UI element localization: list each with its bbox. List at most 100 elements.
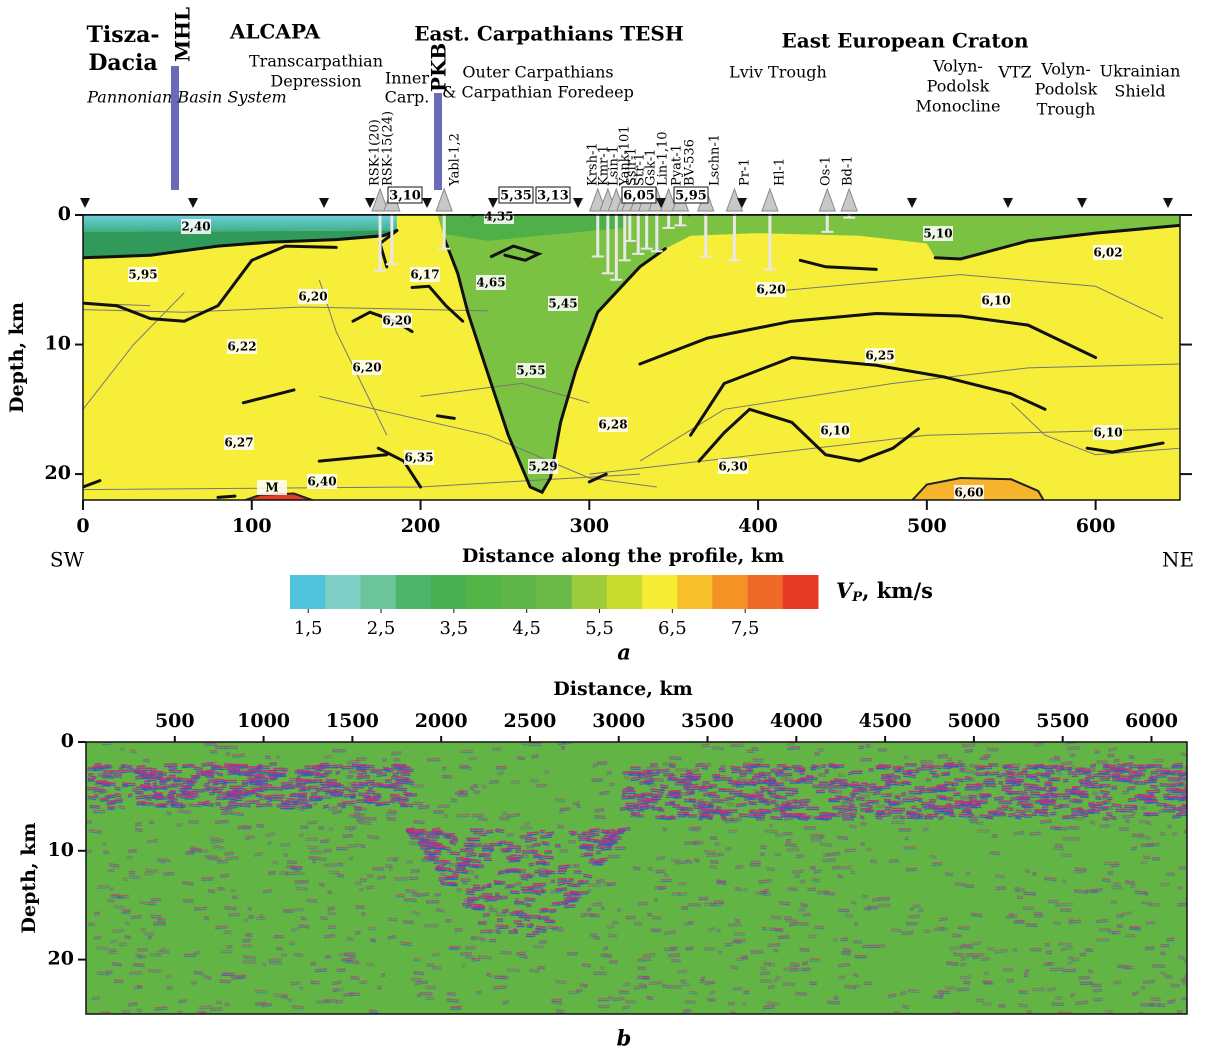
reflector <box>1138 766 1143 767</box>
reflector <box>828 782 835 783</box>
reflector <box>134 986 141 987</box>
reflector <box>1122 815 1134 816</box>
reflector <box>449 947 458 948</box>
reflector <box>466 840 478 841</box>
reflector <box>575 892 589 893</box>
reflector <box>205 775 214 776</box>
reflector <box>550 892 562 893</box>
reflector <box>363 797 372 798</box>
reflector <box>747 752 754 753</box>
reflector <box>1170 984 1180 985</box>
reflector <box>358 774 364 775</box>
reflector <box>1043 963 1055 964</box>
reflector <box>984 779 994 780</box>
reflector <box>587 848 594 849</box>
reflector <box>901 818 905 819</box>
reflector <box>568 881 573 882</box>
reflector <box>1060 903 1073 904</box>
reflector <box>268 872 276 873</box>
reflector <box>507 834 514 835</box>
reflector <box>442 833 455 834</box>
reflector <box>94 797 99 798</box>
reflector <box>411 978 423 979</box>
reflector <box>318 860 326 861</box>
reflector <box>761 790 770 791</box>
reflector <box>702 782 709 783</box>
reflector <box>647 773 653 774</box>
reflector <box>88 774 94 775</box>
reflector <box>133 964 145 965</box>
reflector <box>519 828 533 829</box>
reflector <box>1063 781 1068 782</box>
reflector <box>325 956 331 957</box>
reflector <box>489 781 499 782</box>
reflector <box>1099 825 1110 826</box>
reflector <box>963 981 970 982</box>
reflector <box>987 748 999 749</box>
reflector <box>719 771 726 772</box>
reflector <box>701 744 710 745</box>
reflector <box>197 852 209 853</box>
reflector <box>378 1016 387 1017</box>
reflector <box>1093 776 1106 777</box>
reflector <box>983 754 991 755</box>
reflector <box>86 821 92 822</box>
reflector <box>287 863 297 864</box>
reflector <box>674 798 682 799</box>
reflector <box>669 947 678 948</box>
reflector <box>819 838 825 839</box>
reflector <box>881 774 894 775</box>
reflector <box>761 788 770 789</box>
reflector <box>510 893 519 894</box>
reflector <box>219 982 231 983</box>
reflector <box>710 863 718 864</box>
reflector <box>527 832 539 833</box>
reflector <box>793 793 799 794</box>
reflector <box>790 963 800 964</box>
reflector <box>960 798 973 799</box>
reflector <box>280 846 290 847</box>
reflector <box>799 925 809 926</box>
reflector <box>879 765 892 766</box>
reflector <box>168 795 175 796</box>
reflector <box>326 780 337 781</box>
reflector <box>840 938 848 939</box>
reflector <box>1069 918 1073 919</box>
reflector <box>813 870 821 871</box>
reflector <box>89 808 100 809</box>
reflector <box>996 810 1007 811</box>
reflector <box>1055 906 1060 907</box>
reflector <box>89 806 100 807</box>
reflector <box>608 936 617 937</box>
reflector <box>747 764 761 765</box>
reflector <box>328 783 341 784</box>
reflector <box>996 808 1007 809</box>
reflector <box>707 806 714 807</box>
reflector <box>228 774 238 775</box>
reflector <box>660 785 668 786</box>
reflector <box>787 747 800 748</box>
reflector <box>311 782 322 783</box>
reflector <box>1063 779 1068 780</box>
reflector <box>102 785 111 786</box>
reflector <box>1167 940 1175 941</box>
reflector <box>386 818 396 819</box>
reflector <box>1018 799 1028 800</box>
reflector <box>845 851 856 852</box>
reflector <box>269 959 282 960</box>
reflector <box>1083 770 1090 771</box>
reflector <box>671 959 681 960</box>
reflector <box>693 769 699 770</box>
reflector <box>749 802 754 803</box>
reflector <box>999 784 1004 785</box>
reflector <box>118 945 126 946</box>
reflector <box>985 786 996 787</box>
reflector <box>943 812 954 813</box>
reflector <box>1131 773 1145 774</box>
reflector <box>281 956 287 957</box>
reflector <box>169 770 182 771</box>
reflector <box>1119 776 1129 777</box>
reflector <box>484 898 497 899</box>
reflector <box>118 943 126 944</box>
reflector <box>320 840 329 841</box>
